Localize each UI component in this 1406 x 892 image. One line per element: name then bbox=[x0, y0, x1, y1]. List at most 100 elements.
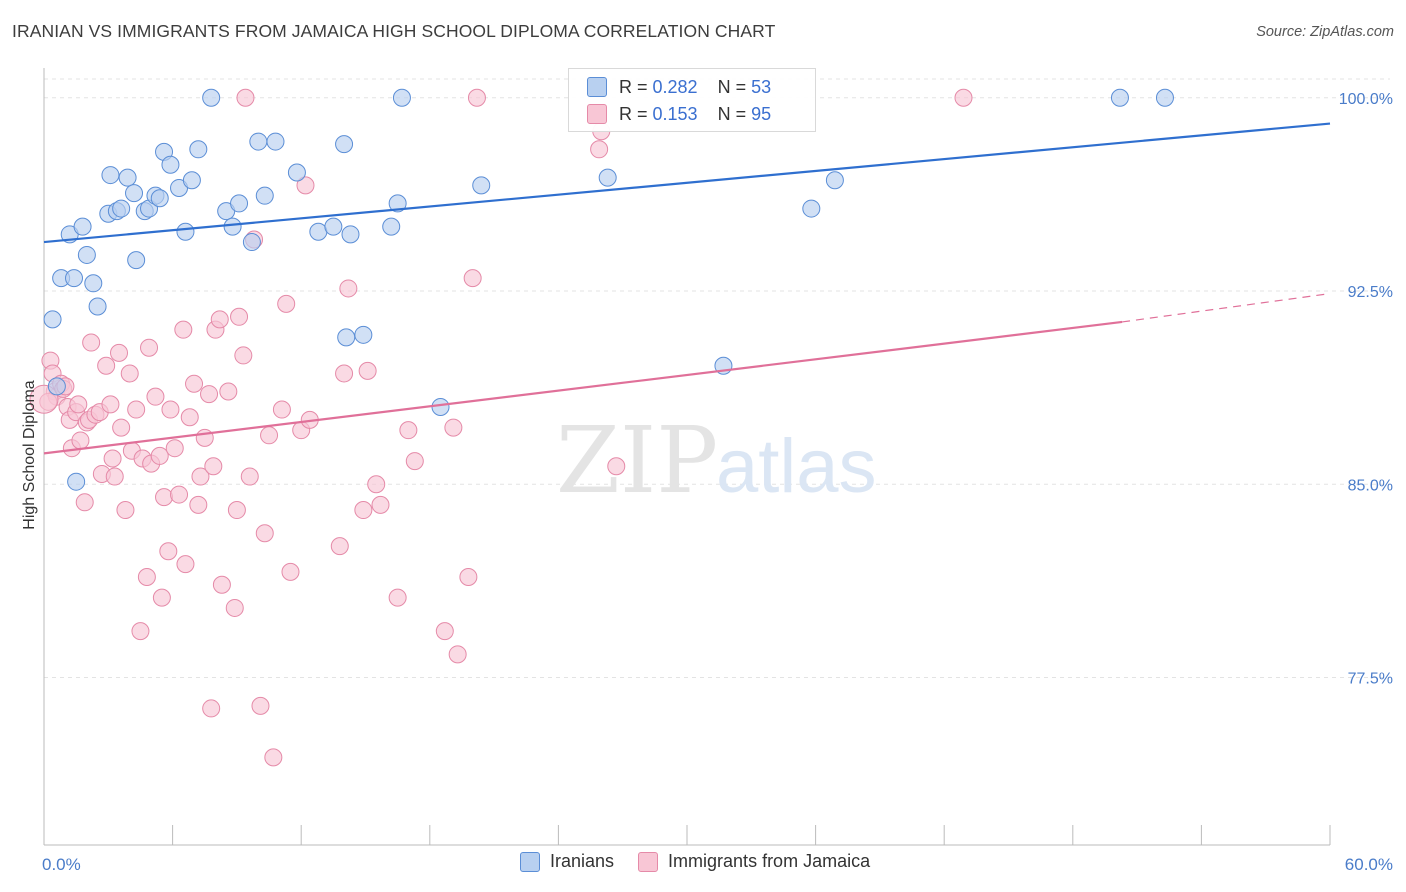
data-point bbox=[431, 397, 450, 416]
data-point bbox=[444, 418, 463, 437]
trend-line-jamaica bbox=[43, 320, 1123, 455]
data-point bbox=[210, 310, 229, 329]
data-point bbox=[191, 467, 210, 486]
data-point bbox=[202, 699, 221, 718]
data-point bbox=[127, 251, 146, 270]
data-point bbox=[105, 467, 124, 486]
data-point bbox=[165, 439, 184, 458]
data-point bbox=[272, 400, 291, 419]
data-point bbox=[131, 622, 150, 641]
legend-row-iranians: R = 0.282 N = 53 bbox=[587, 75, 771, 99]
data-point bbox=[435, 622, 454, 641]
data-point bbox=[382, 217, 401, 236]
data-point bbox=[73, 217, 92, 236]
data-point bbox=[463, 269, 482, 288]
legend-n-label: N = bbox=[717, 103, 752, 124]
data-point bbox=[405, 452, 424, 471]
data-point bbox=[202, 88, 221, 107]
data-point bbox=[219, 382, 238, 401]
data-point bbox=[459, 568, 478, 587]
data-point bbox=[69, 395, 88, 414]
data-point bbox=[230, 307, 249, 326]
data-point bbox=[200, 385, 219, 404]
legend-item-iranians[interactable]: Iranians bbox=[520, 851, 614, 872]
chart-source: Source: ZipAtlas.com bbox=[1256, 24, 1394, 40]
watermark-atlas: atlas bbox=[716, 424, 877, 509]
data-point bbox=[140, 338, 159, 357]
y-axis-label: High School Diploma bbox=[21, 380, 38, 530]
data-point bbox=[335, 364, 354, 383]
data-point bbox=[255, 524, 274, 543]
data-point bbox=[65, 269, 84, 288]
axes bbox=[43, 68, 1331, 846]
y-tick-label: 85.0% bbox=[1348, 477, 1393, 494]
data-point bbox=[176, 222, 195, 241]
data-point bbox=[255, 186, 274, 205]
data-point bbox=[287, 163, 306, 182]
data-point bbox=[309, 222, 328, 241]
data-point bbox=[67, 472, 86, 491]
data-point bbox=[152, 588, 171, 607]
data-point bbox=[174, 320, 193, 339]
data-point bbox=[88, 297, 107, 316]
trend-lines bbox=[43, 122, 1331, 455]
trend-line-jamaica-extension bbox=[1122, 292, 1331, 323]
data-point bbox=[802, 199, 821, 218]
data-point bbox=[125, 184, 144, 203]
data-point bbox=[75, 493, 94, 512]
data-point bbox=[150, 189, 169, 208]
y-tick-labels: 77.5% 85.0% 92.5% 100.0% bbox=[1339, 91, 1393, 688]
data-point bbox=[101, 166, 120, 185]
data-point bbox=[472, 176, 491, 195]
data-point bbox=[225, 598, 244, 617]
legend-swatch-blue bbox=[520, 851, 540, 872]
data-point bbox=[180, 408, 199, 427]
data-point bbox=[354, 501, 373, 520]
data-point bbox=[43, 310, 62, 329]
data-point bbox=[189, 140, 208, 159]
data-point bbox=[251, 696, 270, 715]
data-point bbox=[110, 343, 129, 362]
legend-label-iranians: Iranians bbox=[550, 851, 615, 871]
legend-item-jamaica[interactable]: Immigrants from Jamaica bbox=[638, 851, 870, 872]
data-point bbox=[335, 135, 354, 154]
data-point bbox=[118, 168, 137, 187]
data-point bbox=[71, 431, 90, 450]
y-tick-label: 100.0% bbox=[1339, 91, 1393, 108]
legend-r-label: R = bbox=[619, 103, 653, 124]
data-point bbox=[590, 140, 609, 159]
legend-n-value: 53 bbox=[751, 76, 772, 97]
data-point bbox=[212, 575, 231, 594]
data-point bbox=[448, 645, 467, 664]
data-point bbox=[97, 356, 116, 375]
x-tick-labels: 0.0% 60.0% bbox=[42, 855, 1393, 874]
data-point bbox=[1110, 88, 1129, 107]
legend-n-value: 95 bbox=[751, 103, 772, 124]
legend-r-value: 0.153 bbox=[652, 103, 698, 124]
data-point bbox=[264, 748, 283, 767]
data-point bbox=[358, 361, 377, 380]
correlation-legend: R = 0.282 N = 53 R = 0.153 N = 95 bbox=[568, 68, 816, 132]
data-point bbox=[354, 325, 373, 344]
data-point bbox=[607, 457, 626, 476]
data-point bbox=[399, 421, 418, 440]
jamaica-points bbox=[29, 88, 973, 767]
data-point bbox=[467, 88, 486, 107]
chart-title: IRANIAN VS IMMIGRANTS FROM JAMAICA HIGH … bbox=[12, 21, 776, 41]
data-point bbox=[330, 537, 349, 556]
data-point bbox=[159, 542, 178, 561]
data-point bbox=[324, 217, 343, 236]
data-point bbox=[47, 377, 66, 396]
data-point bbox=[116, 501, 135, 520]
data-point bbox=[371, 495, 390, 514]
watermark-zip: ZIP bbox=[556, 407, 718, 514]
data-point bbox=[84, 274, 103, 293]
data-point bbox=[189, 495, 208, 514]
data-point bbox=[249, 132, 268, 151]
data-point bbox=[112, 418, 131, 437]
data-point bbox=[266, 132, 285, 151]
data-point bbox=[954, 88, 973, 107]
data-point bbox=[367, 475, 386, 494]
data-point bbox=[230, 194, 249, 213]
